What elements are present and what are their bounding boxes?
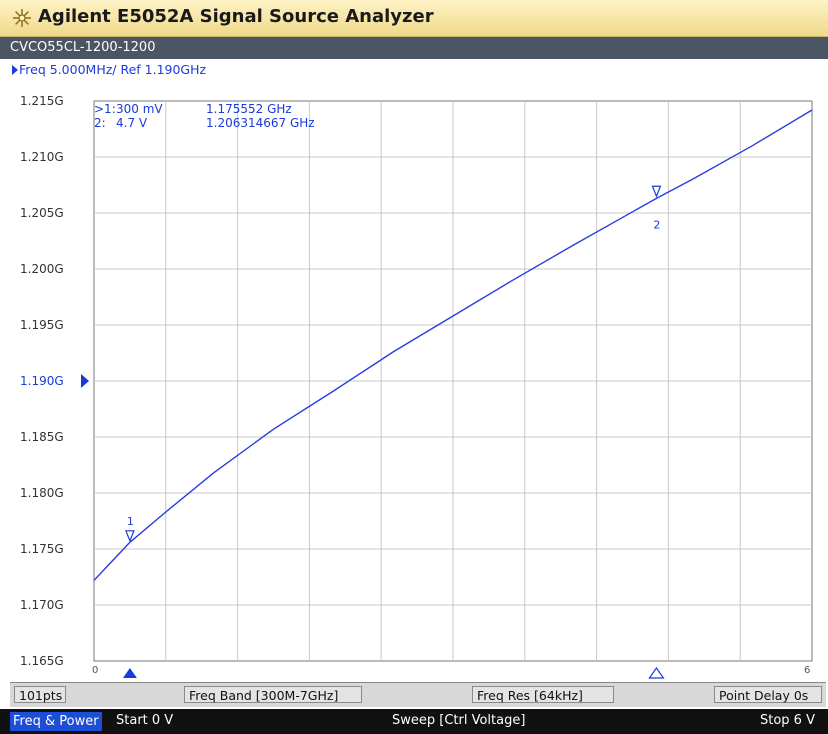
marker-position-icon (648, 666, 665, 679)
marker-triangle-icon (125, 530, 135, 543)
x-tick-label: 0 (92, 665, 98, 676)
channel-bar: CVCO55CL-1200-1200 (0, 37, 828, 59)
freq-band-softkey[interactable]: Freq Band [300M-7GHz] (184, 686, 362, 703)
trace-label: Freq 5.000MHz/ Ref 1.190GHz (19, 62, 207, 77)
start-value[interactable]: Start 0 V (116, 713, 174, 728)
reference-level-icon (81, 374, 89, 388)
marker-position-icon (122, 668, 137, 678)
marker-table: >1: 300 mV 1.175552 GHz 2: 4.7 V 1.206314667 … (94, 102, 315, 130)
y-tick-label: 1.180G (20, 486, 64, 500)
measurement-chart[interactable]: 1.215G 1.210G 1.205G 1.200G 1.195G 1.190G 1.18… (0, 81, 828, 682)
y-tick-label: 1.200G (20, 262, 64, 276)
point-delay-softkey[interactable]: Point Delay 0s (714, 686, 822, 703)
y-tick-label: 1.205G (20, 206, 64, 220)
trace-bar[interactable]: Freq 5.000MHz/ Ref 1.190GHz (0, 59, 828, 81)
x-tick-label: 6 (804, 665, 810, 676)
marker-table-cell: 1.175552 GHz (206, 102, 292, 116)
marker-table-cell: 300 mV (116, 102, 163, 116)
channel-label: CVCO55CL-1200-1200 (10, 40, 156, 55)
marker-table-cell: >1: (94, 102, 116, 116)
marker-table-cell: 2: (94, 116, 106, 130)
marker-number-label: 1 (127, 515, 134, 528)
trace-line (93, 109, 813, 581)
marker-table-cell: 4.7 V (116, 116, 148, 130)
y-tick-label: 1.185G (20, 430, 64, 444)
marker-triangle-icon (651, 185, 662, 198)
mode-button[interactable]: Freq & Power (10, 712, 102, 731)
y-tick-label: 1.165G (20, 654, 64, 668)
status-bar: 101pts Freq Band [300M-7GHz] Freq Res [6… (10, 682, 826, 707)
chart-grid (93, 100, 813, 662)
reference-marker (81, 374, 89, 388)
bottom-bar: Freq & Power Start 0 V Sweep [Ctrl Volta… (0, 709, 828, 734)
trace-series (93, 109, 813, 581)
y-tick-label: 1.215G (20, 94, 64, 108)
y-tick-labels: 1.215G 1.210G 1.205G 1.200G 1.195G 1.190G 1.18… (20, 94, 64, 668)
agilent-logo-icon (13, 9, 31, 27)
active-trace-icon (12, 65, 18, 75)
y-tick-label: 1.210G (20, 150, 64, 164)
title-bar: Agilent E5052A Signal Source Analyzer (0, 0, 828, 37)
y-tick-label: 1.170G (20, 598, 64, 612)
points-softkey[interactable]: 101pts (14, 686, 66, 703)
window-title: Agilent E5052A Signal Source Analyzer (38, 6, 434, 27)
marker-glyphs: 12 (122, 185, 665, 679)
marker-number-label: 2 (653, 218, 660, 231)
stop-value[interactable]: Stop 6 V (760, 713, 815, 728)
freq-res-softkey[interactable]: Freq Res [64kHz] (472, 686, 614, 703)
y-tick-label: 1.190G (20, 374, 64, 388)
y-tick-label: 1.175G (20, 542, 64, 556)
marker-table-cell: 1.206314667 GHz (206, 116, 315, 130)
sweep-type[interactable]: Sweep [Ctrl Voltage] (392, 713, 526, 728)
y-tick-label: 1.195G (20, 318, 64, 332)
